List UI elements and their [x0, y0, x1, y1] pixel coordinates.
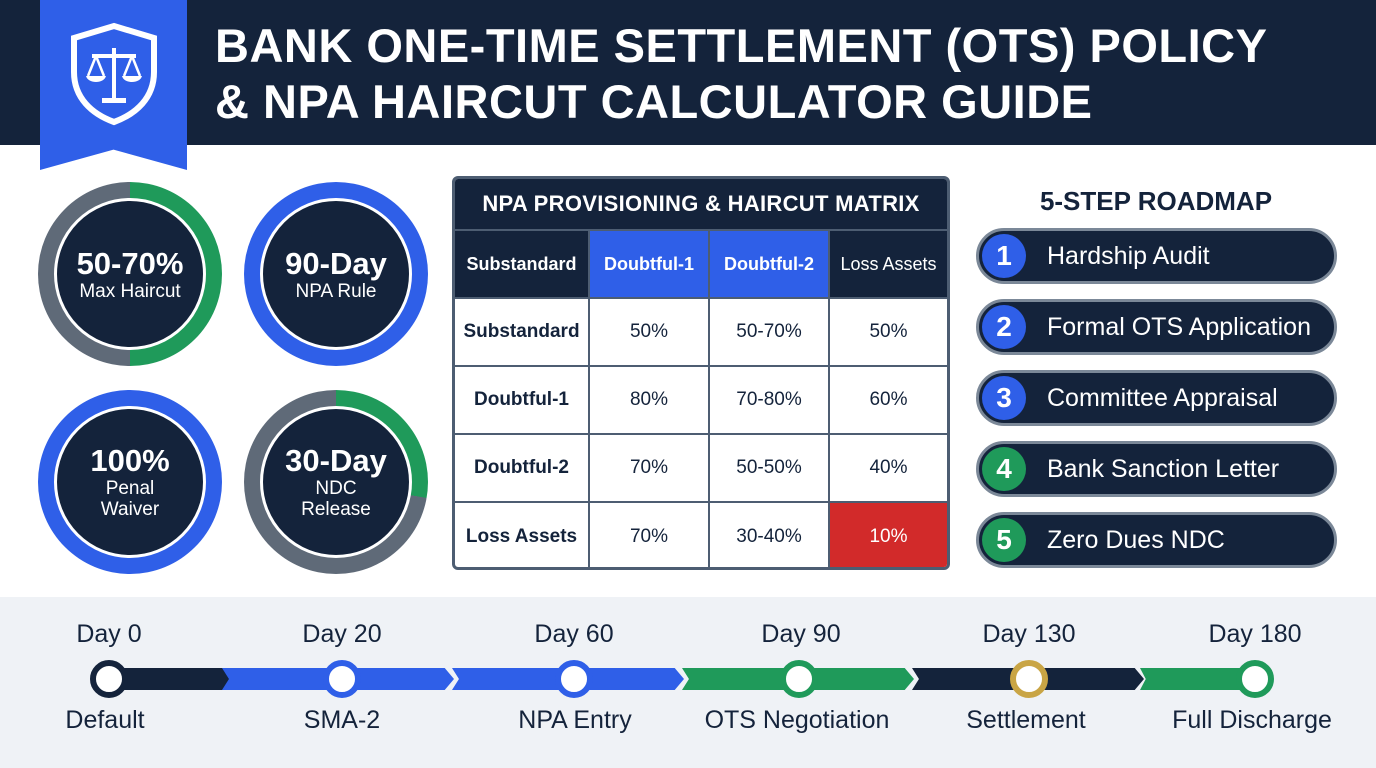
- stat-npa-rule: 90-Day NPA Rule: [244, 182, 428, 366]
- matrix-cell: 60%: [828, 365, 947, 435]
- matrix-col-header: Substandard: [455, 229, 590, 299]
- step-label: Committee Appraisal: [1047, 384, 1278, 412]
- timeline-node: [780, 660, 818, 698]
- matrix-cell: 70-80%: [708, 365, 830, 435]
- matrix-cell: 50%: [588, 297, 710, 367]
- table-row: Substandard 50% 50-70% 50%: [455, 297, 947, 367]
- matrix-col-header: Doubtful-1: [588, 229, 710, 299]
- matrix-cell: 50%: [828, 297, 947, 367]
- npa-matrix: NPA PROVISIONING & HAIRCUT MATRIX Substa…: [452, 176, 950, 570]
- matrix-cell: 80%: [588, 365, 710, 435]
- stat-penal-waiver: 100% Penal Waiver: [38, 390, 222, 574]
- roadmap-step-2: 2 Formal OTS Application: [976, 299, 1337, 355]
- step-number: 3: [982, 376, 1026, 420]
- timeline-node: [1236, 660, 1274, 698]
- roadmap-step-3: 3 Committee Appraisal: [976, 370, 1337, 426]
- timeline-node: [1010, 660, 1048, 698]
- timeline-day: Day 180: [1208, 620, 1302, 648]
- page-title-line2: & NPA HAIRCUT CALCULATOR GUIDE: [215, 75, 1093, 128]
- timeline-node: [555, 660, 593, 698]
- roadmap-title: 5-STEP ROADMAP: [1039, 186, 1273, 216]
- matrix-cell: 50-70%: [708, 297, 830, 367]
- stat-value: 50-70%: [76, 245, 184, 281]
- timeline-label: Full Discharge: [1172, 706, 1332, 734]
- step-label: Hardship Audit: [1047, 242, 1210, 270]
- shield-scales-icon: [71, 22, 157, 126]
- timeline-day: Day 90: [761, 620, 841, 648]
- stat-label-2: Waiver: [100, 499, 160, 520]
- header-badge: [40, 0, 187, 170]
- stat-label: NPA Rule: [295, 280, 377, 302]
- matrix-table: Substandard Doubtful-1 Doubtful-2 Loss A…: [455, 229, 947, 567]
- timeline-label: SMA-2: [303, 706, 381, 734]
- step-number: 1: [982, 234, 1026, 278]
- matrix-cell: 30-40%: [708, 501, 830, 567]
- table-row: Loss Assets 70% 30-40% 10%: [455, 501, 947, 567]
- stat-label: Max Haircut: [79, 280, 181, 302]
- stat-value: 30-Day: [285, 443, 387, 478]
- stat-max-haircut: 50-70% Max Haircut: [38, 182, 222, 366]
- timeline-day: Day 20: [302, 620, 382, 648]
- stat-ndc-release: 30-Day NDC Release: [244, 390, 428, 574]
- timeline-day: Day 130: [982, 620, 1076, 648]
- table-row: Doubtful-1 80% 70-80% 60%: [455, 365, 947, 435]
- roadmap-step-1: 1 Hardship Audit: [976, 228, 1337, 284]
- matrix-row-header: Loss Assets: [455, 501, 590, 567]
- matrix-cell: 70%: [588, 433, 710, 503]
- timeline-label: NPA Entry: [518, 706, 632, 734]
- table-row: Doubtful-2 70% 50-50% 40%: [455, 433, 947, 503]
- stat-value: 90-Day: [285, 245, 387, 281]
- matrix-row-header: Doubtful-2: [455, 433, 590, 503]
- timeline-segment: [118, 668, 230, 690]
- matrix-cell: 50-50%: [708, 433, 830, 503]
- timeline-label: Default: [65, 706, 145, 734]
- step-label: Bank Sanction Letter: [1047, 455, 1280, 483]
- matrix-title: NPA PROVISIONING & HAIRCUT MATRIX: [455, 179, 947, 229]
- matrix-cell: 40%: [828, 433, 947, 503]
- timeline-day: Day 60: [534, 620, 614, 648]
- roadmap-step-4: 4 Bank Sanction Letter: [976, 441, 1337, 497]
- step-label: Formal OTS Application: [1047, 313, 1311, 341]
- timeline-node: [90, 660, 128, 698]
- stat-value: 100%: [90, 443, 170, 478]
- stat-label-2: Release: [301, 499, 371, 520]
- stat-label: Penal: [105, 478, 155, 499]
- matrix-header-row: Substandard Doubtful-1 Doubtful-2 Loss A…: [455, 229, 947, 299]
- matrix-cell-highlight: 10%: [828, 501, 947, 567]
- step-number: 2: [982, 305, 1026, 349]
- header-banner: [0, 0, 1376, 145]
- matrix-col-header: Doubtful-2: [708, 229, 830, 299]
- matrix-row-header: Doubtful-1: [455, 365, 590, 435]
- timeline-label: Settlement: [966, 706, 1086, 734]
- timeline-label: OTS Negotiation: [704, 706, 890, 734]
- timeline-day: Day 0: [76, 620, 142, 648]
- page-title: BANK ONE-TIME SETTLEMENT (OTS) POLICY & …: [215, 18, 1355, 130]
- matrix-col-header: Loss Assets: [828, 229, 947, 299]
- timeline-node: [323, 660, 361, 698]
- step-label: Zero Dues NDC: [1047, 526, 1225, 554]
- step-number: 4: [982, 447, 1026, 491]
- page-title-line1: BANK ONE-TIME SETTLEMENT (OTS) POLICY: [215, 19, 1268, 72]
- step-number: 5: [982, 518, 1026, 562]
- matrix-cell: 70%: [588, 501, 710, 567]
- timeline-segment: [1140, 668, 1256, 690]
- roadmap-step-5: 5 Zero Dues NDC: [976, 512, 1337, 568]
- stat-label: NDC: [315, 478, 357, 499]
- matrix-row-header: Substandard: [455, 297, 590, 367]
